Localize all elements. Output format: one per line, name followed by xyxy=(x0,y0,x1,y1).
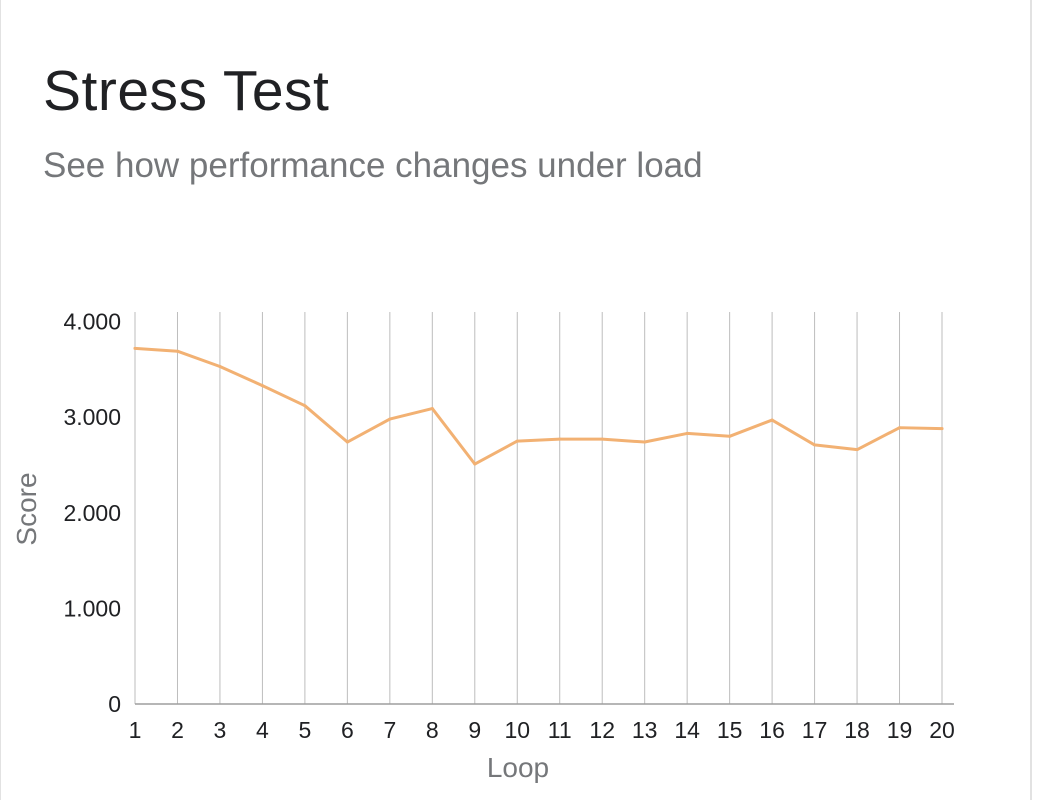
data-point xyxy=(388,417,392,421)
x-tick-label: 13 xyxy=(632,717,658,743)
data-point xyxy=(175,349,179,353)
data-point xyxy=(515,439,519,443)
x-tick-label: 10 xyxy=(504,717,530,743)
x-tick-label: 6 xyxy=(341,717,354,743)
series-line xyxy=(133,346,944,466)
x-tick-label: 18 xyxy=(844,717,870,743)
x-tick-label: 17 xyxy=(802,717,828,743)
x-tick-label: 4 xyxy=(256,717,269,743)
data-point xyxy=(855,448,859,452)
x-tick-label: 12 xyxy=(589,717,615,743)
data-point xyxy=(643,440,647,444)
x-tick-label: 16 xyxy=(759,717,785,743)
chart-title: Stress Test xyxy=(43,59,330,123)
data-point xyxy=(260,384,264,388)
x-tick-label: 1 xyxy=(129,717,142,743)
data-point xyxy=(345,440,349,444)
data-point xyxy=(218,364,222,368)
x-tick-label: 8 xyxy=(426,717,439,743)
data-point xyxy=(685,431,689,435)
y-tick-label: 4.000 xyxy=(63,309,121,335)
data-point xyxy=(430,407,434,411)
x-tick-label: 9 xyxy=(468,717,481,743)
data-point xyxy=(728,434,732,438)
y-tick-label: 3.000 xyxy=(63,404,121,430)
data-point xyxy=(558,437,562,441)
y-tick-label: 2.000 xyxy=(63,500,121,526)
x-tick-label: 3 xyxy=(214,717,227,743)
x-tick-label: 7 xyxy=(383,717,396,743)
data-point xyxy=(473,462,477,466)
x-tick-label: 2 xyxy=(171,717,184,743)
series-layer xyxy=(133,346,944,466)
data-point xyxy=(898,426,902,430)
data-point xyxy=(133,346,137,350)
y-axis-label: Score xyxy=(11,472,42,545)
data-point xyxy=(940,427,944,431)
data-point xyxy=(303,404,307,408)
x-tick-label: 15 xyxy=(717,717,743,743)
y-tick-label: 0 xyxy=(108,691,121,717)
data-point xyxy=(600,437,604,441)
grid-layer xyxy=(134,312,943,704)
x-tick-label: 19 xyxy=(887,717,913,743)
x-tick-label: 11 xyxy=(548,717,572,743)
x-tick-label: 14 xyxy=(674,717,700,743)
x-tick-label: 20 xyxy=(929,717,955,743)
chart-subtitle: See how performance changes under load xyxy=(43,146,703,185)
x-axis-label: Loop xyxy=(487,752,549,783)
data-point xyxy=(770,418,774,422)
y-tick-label: 1.000 xyxy=(63,595,121,621)
data-point xyxy=(813,443,817,447)
x-tick-label: 5 xyxy=(298,717,311,743)
